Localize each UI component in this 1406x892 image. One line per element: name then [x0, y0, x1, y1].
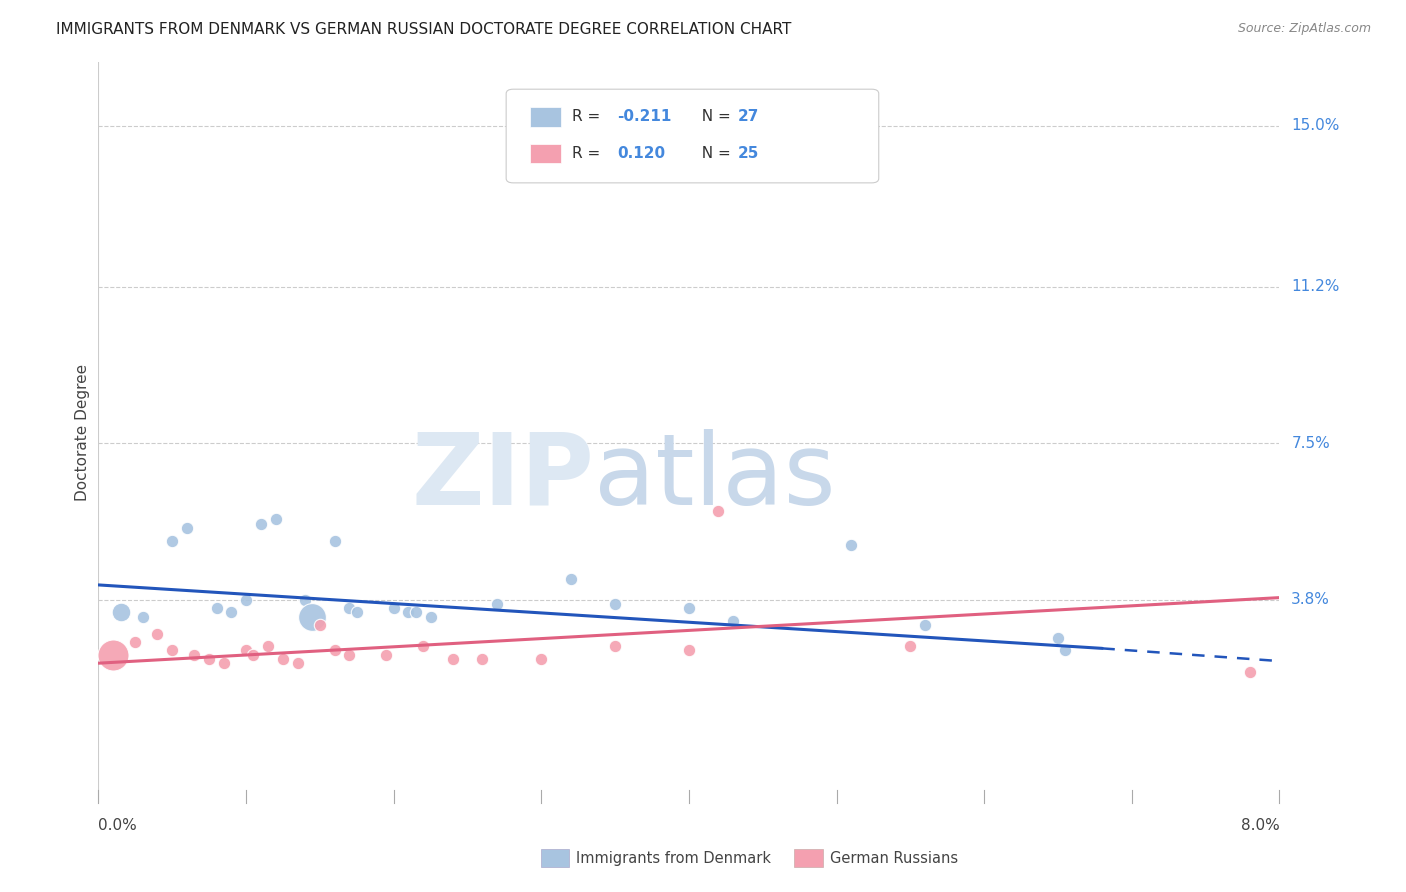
Point [221, 606, 243, 620]
Point [346, 606, 368, 620]
Point [176, 521, 198, 535]
Text: 11.2%: 11.2% [1291, 279, 1340, 294]
Point [914, 618, 936, 632]
Text: R =: R = [572, 110, 606, 124]
Text: 25: 25 [738, 146, 759, 161]
Text: Source: ZipAtlas.com: Source: ZipAtlas.com [1237, 22, 1371, 36]
Point [323, 643, 346, 657]
Point [398, 606, 420, 620]
Text: ZIP: ZIP [412, 428, 595, 525]
Text: R =: R = [572, 146, 606, 161]
Text: German Russians: German Russians [830, 851, 957, 865]
Point [287, 656, 309, 670]
Point [441, 652, 464, 666]
Y-axis label: Doctorate Degree: Doctorate Degree [75, 364, 90, 501]
Point [605, 597, 627, 611]
Text: N =: N = [692, 110, 735, 124]
Text: 0.120: 0.120 [617, 146, 665, 161]
Point [132, 609, 155, 624]
Point [124, 635, 146, 649]
Point [382, 601, 405, 615]
Point [841, 538, 863, 552]
Text: N =: N = [692, 146, 735, 161]
Point [723, 614, 745, 628]
Text: 15.0%: 15.0% [1291, 119, 1340, 134]
Text: 27: 27 [738, 110, 759, 124]
Point [1046, 631, 1070, 645]
Point [412, 640, 434, 654]
Point [235, 643, 257, 657]
Point [162, 533, 183, 548]
Text: -0.211: -0.211 [617, 110, 672, 124]
Text: 3.8%: 3.8% [1291, 592, 1330, 607]
Point [530, 652, 553, 666]
Point [162, 643, 183, 657]
Point [264, 512, 287, 526]
Text: 8.0%: 8.0% [1240, 818, 1279, 832]
Point [471, 652, 494, 666]
Point [198, 652, 221, 666]
Point [339, 601, 361, 615]
Point [250, 516, 273, 531]
Point [212, 656, 235, 670]
Point [900, 640, 922, 654]
Point [146, 626, 169, 640]
Point [678, 601, 700, 615]
Point [242, 648, 264, 662]
Point [1239, 665, 1261, 679]
Point [339, 648, 361, 662]
Point [1054, 643, 1077, 657]
Point [301, 609, 323, 624]
Point [183, 648, 205, 662]
Point [257, 640, 280, 654]
Point [205, 601, 228, 615]
Text: 7.5%: 7.5% [1291, 435, 1330, 450]
Point [678, 643, 700, 657]
Point [235, 592, 257, 607]
Point [405, 606, 427, 620]
Text: atlas: atlas [595, 428, 837, 525]
Point [309, 618, 332, 632]
Point [486, 597, 509, 611]
Point [271, 652, 294, 666]
Point [560, 572, 582, 586]
Point [110, 606, 132, 620]
Text: IMMIGRANTS FROM DENMARK VS GERMAN RUSSIAN DOCTORATE DEGREE CORRELATION CHART: IMMIGRANTS FROM DENMARK VS GERMAN RUSSIA… [56, 22, 792, 37]
Point [323, 533, 346, 548]
Text: Immigrants from Denmark: Immigrants from Denmark [576, 851, 772, 865]
Text: 0.0%: 0.0% [98, 818, 138, 832]
Point [103, 648, 125, 662]
Point [375, 648, 398, 662]
Point [707, 504, 730, 518]
Point [605, 640, 627, 654]
Point [294, 592, 316, 607]
Point [419, 609, 441, 624]
